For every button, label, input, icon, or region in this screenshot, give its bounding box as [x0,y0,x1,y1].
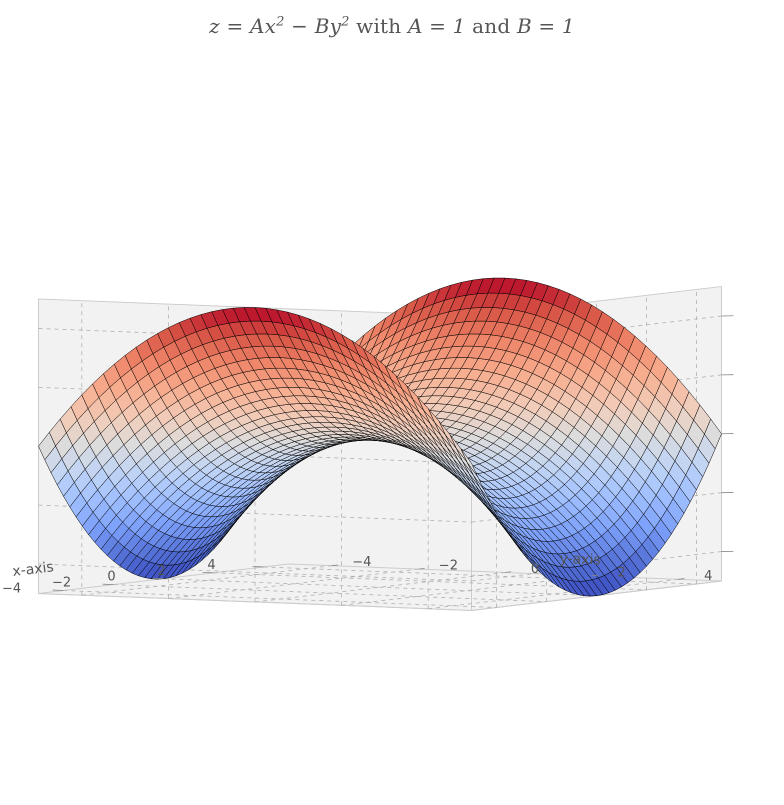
tick-label: 4 [207,558,215,573]
y-axis-label: y-axis [559,551,601,569]
tick-label: 2 [617,565,625,580]
tick-label: −4 [2,581,21,596]
tick-label: −4 [352,555,371,570]
tick-label: 4 [704,569,712,584]
tick-label: −2 [52,576,71,591]
figure: z = Ax2 − By2 with A = 1 and B = 1 −4−20… [0,0,784,805]
tick-label: 2 [157,564,165,579]
tick-label: −2 [439,559,458,574]
plot-3d: −4−2024−4−2024−20−1001020 x-axisy-axis [0,0,784,805]
tick-label: 0 [107,570,115,585]
tick-label: 0 [531,562,539,577]
